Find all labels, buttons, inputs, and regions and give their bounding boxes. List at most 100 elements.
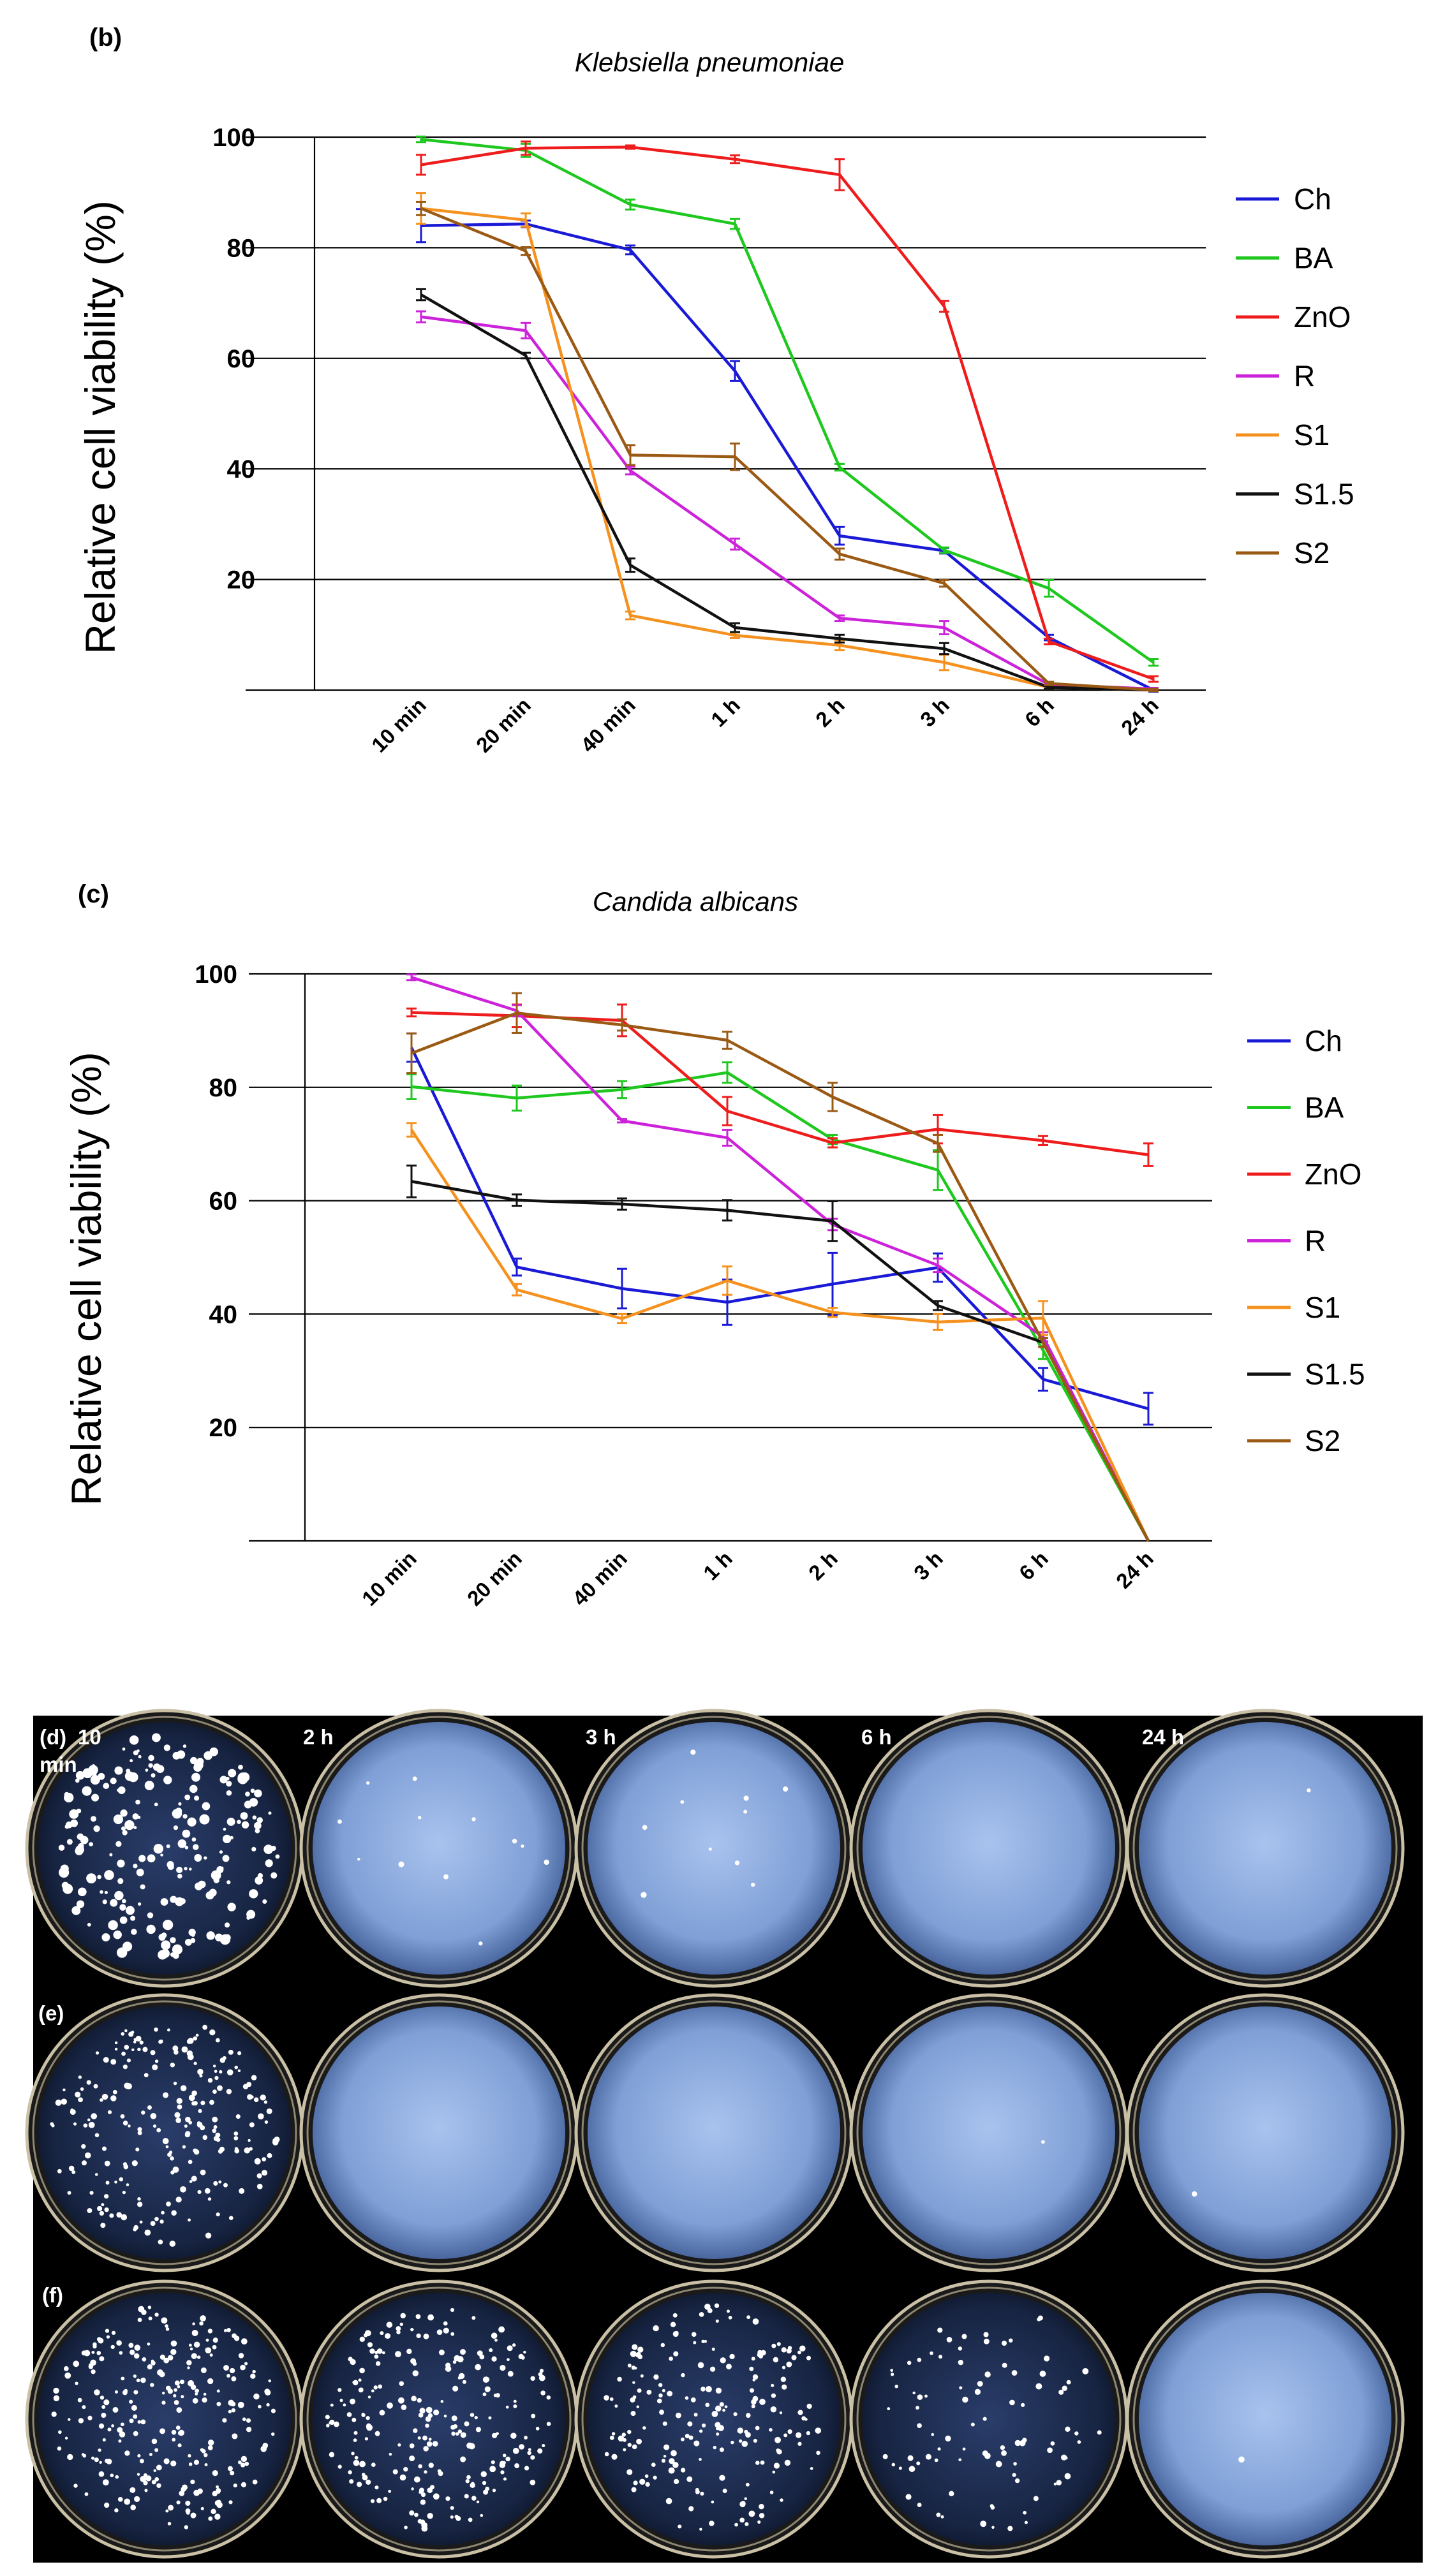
panel-label-c: (c) bbox=[78, 880, 109, 908]
series-line-b-5 bbox=[420, 293, 1154, 692]
colony bbox=[159, 2354, 165, 2360]
colony bbox=[468, 2517, 473, 2522]
legend-label-c-1: BA bbox=[1305, 1091, 1344, 1124]
colony bbox=[268, 2379, 271, 2383]
colony bbox=[507, 2358, 510, 2362]
colony bbox=[350, 2359, 356, 2366]
colony bbox=[234, 2148, 240, 2154]
legend-label-b-5: S1.5 bbox=[1294, 478, 1354, 511]
colony bbox=[374, 2485, 379, 2490]
colony bbox=[375, 2361, 381, 2366]
colony bbox=[124, 2029, 128, 2033]
colony bbox=[630, 2411, 636, 2417]
colony bbox=[84, 2492, 89, 2496]
colony bbox=[199, 2321, 204, 2326]
colony bbox=[636, 2405, 639, 2408]
colony bbox=[137, 1902, 142, 1906]
colony bbox=[271, 2432, 275, 2436]
colony bbox=[513, 2404, 517, 2408]
colony bbox=[121, 2376, 125, 2381]
colony bbox=[133, 2374, 137, 2378]
colony bbox=[329, 2419, 335, 2425]
colony bbox=[64, 2436, 68, 2440]
colony bbox=[401, 2404, 407, 2410]
colony bbox=[104, 2194, 109, 2199]
colony bbox=[187, 2366, 190, 2369]
colony bbox=[94, 2133, 100, 2138]
colony bbox=[101, 2146, 107, 2151]
colony bbox=[244, 2362, 248, 2366]
colony bbox=[500, 2364, 506, 2371]
colony bbox=[178, 1802, 182, 1806]
colony bbox=[806, 2403, 812, 2409]
colony bbox=[194, 1854, 202, 1862]
colony bbox=[71, 1906, 81, 1915]
colony bbox=[157, 2369, 163, 2376]
colony bbox=[172, 1809, 182, 1819]
colony bbox=[1082, 2367, 1089, 2374]
colony bbox=[152, 1763, 161, 1771]
petri-dish-r1-c1 bbox=[299, 1993, 579, 2272]
colony bbox=[1238, 2456, 1245, 2463]
colony bbox=[410, 2358, 417, 2364]
colony bbox=[705, 2403, 710, 2408]
colony bbox=[194, 1795, 200, 1801]
colony bbox=[77, 1833, 84, 1841]
colony bbox=[252, 2369, 256, 2374]
colony bbox=[154, 2059, 159, 2063]
colony bbox=[53, 2387, 59, 2394]
series-b-1 bbox=[416, 135, 1159, 667]
colony bbox=[249, 1798, 258, 1807]
colony bbox=[209, 2100, 214, 2105]
colony bbox=[507, 2371, 514, 2377]
colony bbox=[634, 2366, 637, 2370]
colony bbox=[82, 1768, 93, 1779]
colony bbox=[99, 2356, 105, 2362]
colony bbox=[216, 2401, 221, 2406]
colony bbox=[693, 2341, 697, 2344]
colony bbox=[343, 2403, 346, 2407]
colony bbox=[513, 2399, 517, 2403]
colony bbox=[982, 2450, 988, 2457]
colony bbox=[470, 2482, 475, 2489]
colony bbox=[190, 1938, 196, 1943]
colony bbox=[78, 2418, 84, 2424]
dish-inner-rim bbox=[32, 1716, 297, 1981]
colony bbox=[90, 1816, 97, 1822]
colony bbox=[728, 2316, 732, 2320]
colony bbox=[110, 2059, 117, 2065]
colony bbox=[136, 2378, 140, 2383]
colony bbox=[672, 2313, 678, 2318]
colony bbox=[673, 2351, 679, 2357]
colony bbox=[711, 2500, 715, 2504]
colony bbox=[169, 2241, 176, 2247]
colony bbox=[114, 2390, 118, 2394]
colony bbox=[148, 2316, 152, 2321]
colony bbox=[152, 2064, 158, 2070]
series-c-1 bbox=[406, 1061, 1150, 1542]
colony bbox=[524, 2436, 528, 2440]
colony bbox=[146, 1924, 156, 1934]
colony bbox=[1014, 2478, 1020, 2484]
colony bbox=[786, 2348, 792, 2354]
colony bbox=[399, 2322, 404, 2326]
colony bbox=[521, 2355, 525, 2360]
colony bbox=[627, 2363, 632, 2368]
colony bbox=[188, 2160, 193, 2165]
colony bbox=[544, 1859, 549, 1866]
colony bbox=[1012, 2473, 1016, 2477]
colony bbox=[188, 2218, 191, 2222]
x-tick-label-b-2: 40 min bbox=[576, 693, 640, 757]
colony bbox=[773, 2357, 779, 2363]
colony bbox=[88, 2364, 94, 2369]
colony bbox=[126, 2058, 131, 2063]
colony bbox=[503, 2477, 507, 2481]
series-line-b-0 bbox=[420, 222, 1155, 692]
colony bbox=[609, 2397, 614, 2401]
colony bbox=[604, 2395, 609, 2401]
colony bbox=[784, 2459, 791, 2466]
colony bbox=[887, 2407, 891, 2411]
colony bbox=[396, 2330, 401, 2335]
colony bbox=[701, 2339, 705, 2343]
colony bbox=[117, 1859, 125, 1868]
